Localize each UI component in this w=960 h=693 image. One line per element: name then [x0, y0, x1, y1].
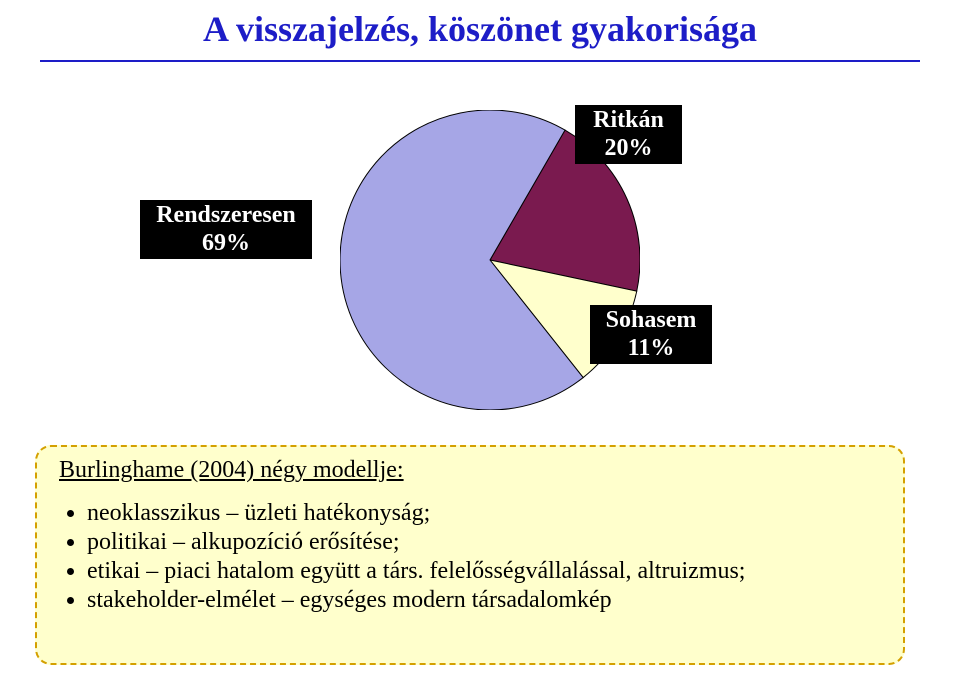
info-item: politikai – alkupozíció erősítése;: [87, 529, 881, 556]
pie-label-sohasem: Sohasem11%: [590, 305, 712, 364]
info-item: stakeholder-elmélet – egységes modern tá…: [87, 587, 881, 614]
info-box: Burlinghame (2004) négy modellje: neokla…: [35, 445, 905, 665]
info-item: etikai – piaci hatalom együtt a társ. fe…: [87, 558, 881, 585]
pie-chart-area: Rendszeresen69% Ritkán20% Sohasem11%: [260, 100, 700, 420]
title-underline: [40, 60, 920, 62]
slide: A visszajelzés, köszönet gyakorisága Ren…: [0, 0, 960, 693]
pie-label-rendszeresen: Rendszeresen69%: [140, 200, 312, 259]
info-item: neoklasszikus – üzleti hatékonyság;: [87, 500, 881, 527]
page-title: A visszajelzés, köszönet gyakorisága: [0, 8, 960, 50]
info-heading: Burlinghame (2004) négy modellje:: [59, 457, 881, 484]
info-list: neoklasszikus – üzleti hatékonyság; poli…: [59, 500, 881, 614]
pie-label-ritkan: Ritkán20%: [575, 105, 682, 164]
